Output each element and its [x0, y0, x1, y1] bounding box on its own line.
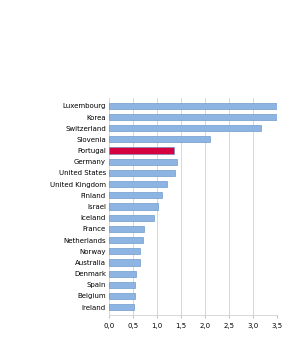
- Bar: [109, 159, 177, 165]
- Bar: [109, 192, 162, 198]
- Bar: [109, 293, 135, 299]
- Bar: [109, 125, 261, 131]
- Bar: [109, 259, 140, 266]
- Bar: [109, 304, 134, 310]
- Bar: [109, 282, 135, 288]
- Bar: [109, 103, 279, 109]
- Bar: [109, 248, 140, 254]
- Bar: [109, 271, 136, 277]
- Bar: [109, 181, 168, 187]
- Bar: [109, 226, 144, 232]
- Bar: [109, 203, 158, 210]
- Bar: [109, 147, 174, 154]
- Bar: [109, 136, 210, 142]
- Bar: [109, 114, 277, 120]
- Bar: [109, 237, 143, 243]
- Bar: [109, 170, 175, 176]
- Bar: [109, 215, 154, 221]
